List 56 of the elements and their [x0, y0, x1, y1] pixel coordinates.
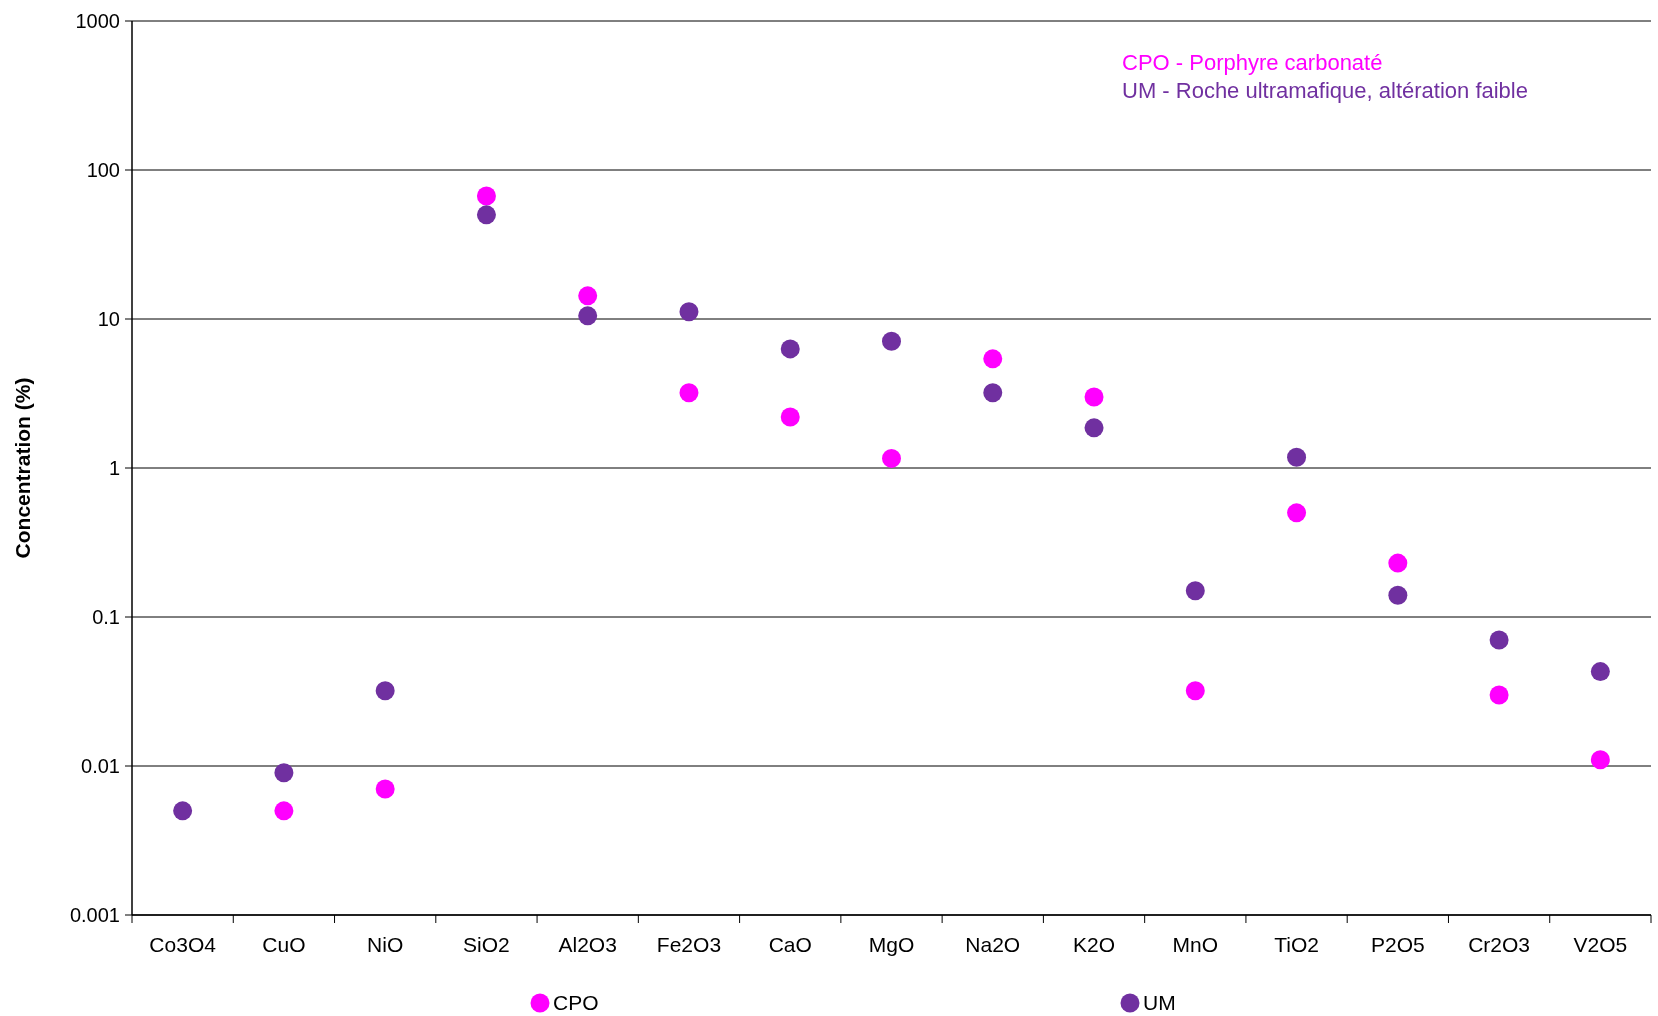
legend-label: CPO: [553, 991, 599, 1015]
point: [375, 779, 395, 799]
point: [1489, 630, 1509, 650]
x-tick-label: CaO: [768, 933, 812, 956]
y-tick-label: 0.1: [92, 606, 120, 628]
x-tick-label: V2O5: [1573, 933, 1628, 956]
point: [1287, 503, 1307, 523]
x-tick-label: Fe2O3: [656, 933, 722, 956]
point: [1185, 581, 1205, 601]
point: [476, 186, 496, 206]
point: [274, 801, 294, 821]
point: [173, 801, 193, 821]
x-tick-label: Na2O: [965, 933, 1021, 956]
point: [1388, 585, 1408, 605]
x-tick-label: Al2O3: [558, 933, 617, 956]
point: [1084, 418, 1104, 438]
point: [983, 383, 1003, 403]
point: [1185, 681, 1205, 701]
x-tick-label: P2O5: [1370, 933, 1425, 956]
y-tick-label: 10: [97, 308, 120, 330]
annotation: CPO - Porphyre carbonaté: [1122, 50, 1383, 75]
y-tick-label: 0.01: [81, 755, 120, 777]
point: [578, 286, 598, 306]
y-tick-label: 100: [86, 159, 120, 181]
point: [274, 763, 294, 783]
legend-label: UM: [1143, 991, 1176, 1015]
point: [1287, 447, 1307, 467]
point: [578, 306, 598, 326]
point: [1590, 662, 1610, 682]
point: [983, 349, 1003, 369]
point: [476, 205, 496, 225]
x-tick-label: TiO2: [1274, 933, 1319, 956]
point: [882, 331, 901, 351]
point: [1084, 387, 1104, 407]
x-tick-label: NiO: [367, 933, 404, 956]
x-tick-label: SiO2: [463, 933, 510, 956]
point: [882, 448, 901, 468]
y-tick-label: 1: [108, 457, 120, 479]
x-tick-label: K2O: [1073, 933, 1116, 956]
y-tick-label: 0.001: [69, 904, 120, 926]
y-tick-label: 1000: [75, 10, 120, 32]
point: [780, 407, 800, 427]
y-axis-title: Concentration (%): [11, 377, 34, 559]
point: [1590, 750, 1610, 770]
point: [780, 339, 800, 359]
point: [375, 681, 395, 701]
x-tick-label: MgO: [868, 933, 915, 956]
point: [1489, 685, 1509, 705]
x-tick-label: Cr2O3: [1468, 933, 1531, 956]
x-tick-label: CuO: [262, 933, 306, 956]
point: [1388, 553, 1408, 573]
x-tick-label: MnO: [1172, 933, 1219, 956]
point: [679, 302, 699, 322]
point: [679, 383, 699, 403]
x-tick-label: Co3O4: [149, 933, 217, 956]
annotation: UM - Roche ultramafique, altération faible: [1122, 78, 1528, 103]
